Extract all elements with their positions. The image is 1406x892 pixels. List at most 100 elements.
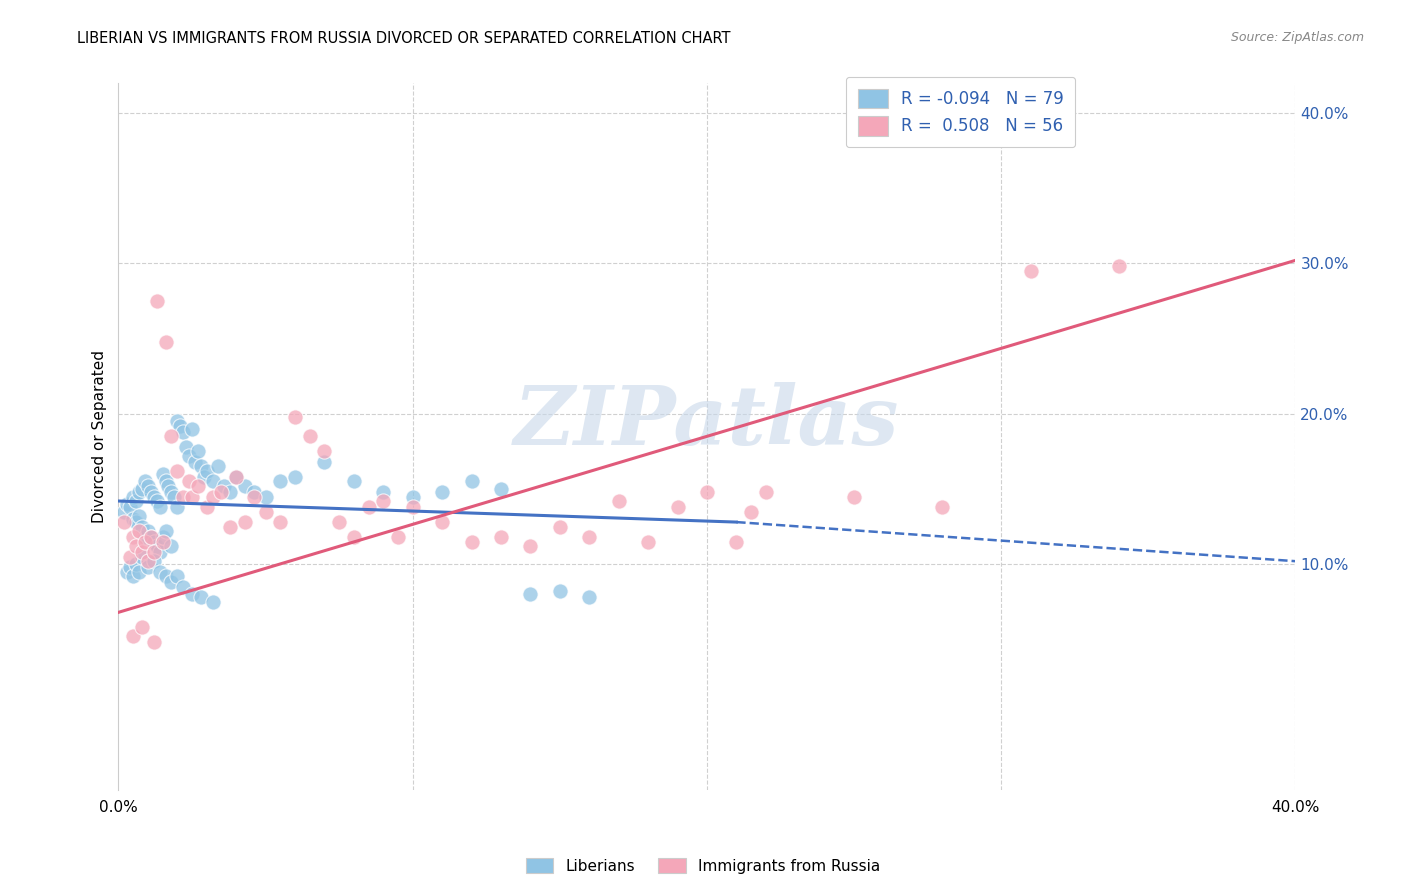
Point [195, 500, 218, 514]
Point [142, 635, 165, 649]
Point [136, 524, 159, 538]
Point [548, 584, 571, 599]
Point [160, 429, 183, 443]
Point [243, 490, 266, 504]
Point [269, 475, 291, 489]
Point [190, 591, 212, 605]
Point [298, 429, 321, 443]
Point [343, 475, 366, 489]
Point [214, 479, 236, 493]
Point [184, 455, 207, 469]
Point [181, 422, 204, 436]
Point [1108, 260, 1130, 274]
Point [136, 554, 159, 568]
Point [166, 414, 188, 428]
Point [343, 530, 366, 544]
Point [122, 569, 145, 583]
Point [177, 475, 200, 489]
Point [131, 549, 153, 564]
Point [131, 545, 153, 559]
Point [149, 565, 172, 579]
Point [207, 459, 229, 474]
Point [122, 629, 145, 643]
Point [219, 485, 242, 500]
Point [155, 475, 177, 489]
Point [155, 569, 177, 583]
Point [430, 515, 453, 529]
Point [740, 504, 762, 518]
Point [725, 534, 748, 549]
Point [181, 490, 204, 504]
Point [160, 485, 183, 500]
Point [120, 560, 142, 574]
Y-axis label: Divorced or Separated: Divorced or Separated [93, 350, 107, 523]
Point [125, 494, 148, 508]
Point [696, 485, 718, 500]
Point [117, 565, 139, 579]
Point [152, 534, 174, 549]
Point [328, 515, 350, 529]
Point [131, 519, 153, 533]
Point [128, 509, 150, 524]
Point [201, 595, 224, 609]
Point [174, 440, 197, 454]
Point [122, 490, 145, 504]
Point [195, 464, 218, 478]
Point [166, 569, 188, 583]
Point [172, 580, 194, 594]
Point [314, 444, 336, 458]
Point [402, 490, 425, 504]
Point [125, 539, 148, 553]
Point [578, 591, 600, 605]
Point [122, 530, 145, 544]
Point [145, 293, 167, 308]
Point [430, 485, 453, 500]
Point [112, 515, 135, 529]
Point [177, 449, 200, 463]
Point [578, 530, 600, 544]
Point [201, 475, 224, 489]
Legend: R = -0.094   N = 79, R =  0.508   N = 56: R = -0.094 N = 79, R = 0.508 N = 56 [846, 77, 1076, 147]
Point [134, 534, 156, 549]
Text: LIBERIAN VS IMMIGRANTS FROM RUSSIA DIVORCED OR SEPARATED CORRELATION CHART: LIBERIAN VS IMMIGRANTS FROM RUSSIA DIVOR… [77, 31, 731, 46]
Point [149, 545, 172, 559]
Point [134, 475, 156, 489]
Point [128, 524, 150, 538]
Point [201, 490, 224, 504]
Point [284, 409, 307, 424]
Point [373, 494, 395, 508]
Point [145, 539, 167, 553]
Point [169, 418, 191, 433]
Point [755, 485, 778, 500]
Point [387, 530, 409, 544]
Point [489, 482, 512, 496]
Point [152, 530, 174, 544]
Point [931, 500, 953, 514]
Point [134, 530, 156, 544]
Point [131, 482, 153, 496]
Point [139, 485, 162, 500]
Point [166, 500, 188, 514]
Point [131, 620, 153, 634]
Point [166, 464, 188, 478]
Point [219, 519, 242, 533]
Point [163, 490, 186, 504]
Point [402, 500, 425, 514]
Point [637, 534, 659, 549]
Point [233, 515, 256, 529]
Point [489, 530, 512, 544]
Point [142, 554, 165, 568]
Point [209, 485, 232, 500]
Point [160, 575, 183, 590]
Point [139, 530, 162, 544]
Point [607, 494, 630, 508]
Point [181, 587, 204, 601]
Point [149, 500, 172, 514]
Point [373, 485, 395, 500]
Point [254, 490, 277, 504]
Point [193, 470, 215, 484]
Point [190, 459, 212, 474]
Point [172, 425, 194, 439]
Point [136, 479, 159, 493]
Text: ZIPatlas: ZIPatlas [515, 382, 900, 462]
